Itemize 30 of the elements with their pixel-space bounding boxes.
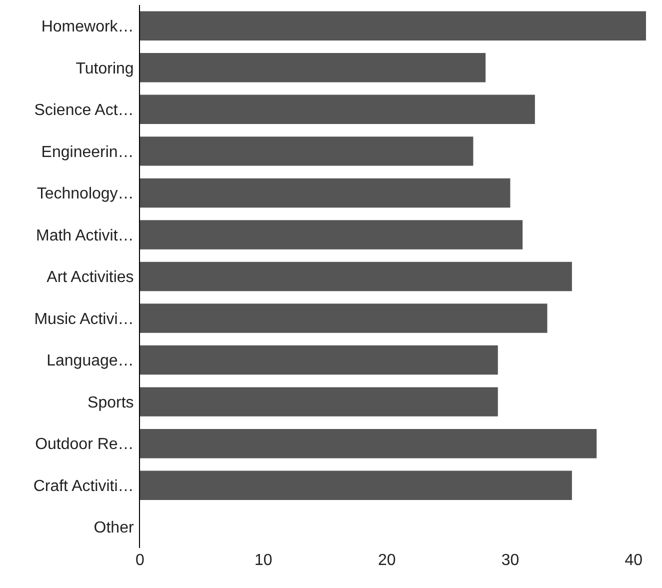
y-tick-label: Art Activities (46, 269, 134, 286)
y-tick-label: Math Activit… (36, 227, 134, 244)
y-tick-label: Sports (88, 394, 134, 412)
y-tick-label: Tutoring (76, 60, 134, 78)
bar (140, 178, 510, 208)
bar (140, 262, 572, 292)
y-tick-label: Other (94, 520, 134, 537)
bar (140, 136, 474, 166)
y-tick-label: Craft Activiti… (33, 478, 134, 495)
x-tick-label: 40 (624, 552, 643, 569)
y-tick-label: Homework… (41, 18, 134, 36)
y-tick-label: Language… (46, 352, 134, 370)
x-tick-label: 10 (254, 552, 272, 569)
bar (140, 304, 548, 333)
bar (140, 387, 498, 416)
bar (140, 428, 597, 458)
y-tick-label: Science Act… (34, 102, 134, 120)
bar (140, 94, 535, 124)
y-tick-label: Technology… (36, 186, 134, 203)
bar (140, 220, 523, 250)
x-tick-label: 30 (501, 552, 520, 569)
x-tick-label: 0 (136, 552, 145, 569)
bar (140, 53, 486, 82)
y-tick-label: Outdoor Re… (35, 436, 134, 454)
bar (140, 11, 646, 40)
bar (140, 345, 498, 375)
y-tick-label: Music Activi… (34, 310, 134, 328)
x-tick-label: 20 (378, 552, 396, 569)
bar (140, 470, 572, 500)
y-tick-label: Engineerin… (41, 144, 134, 161)
